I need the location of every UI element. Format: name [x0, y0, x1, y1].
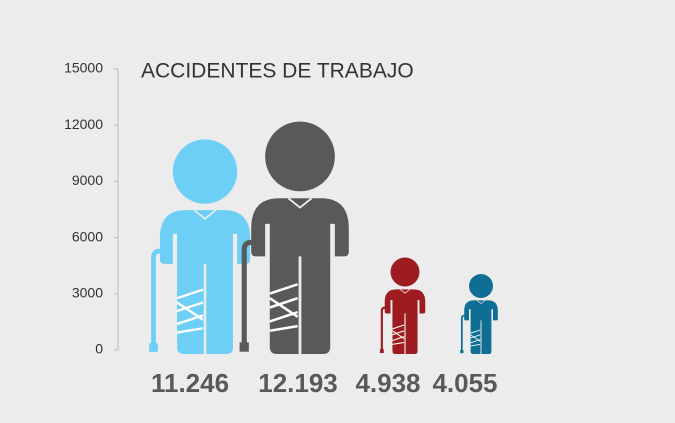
y-tick-label: 12000 — [64, 116, 103, 132]
collar — [287, 197, 313, 209]
bandage — [470, 329, 481, 347]
cane — [380, 306, 389, 351]
cane-tip — [460, 350, 464, 354]
y-tick-label: 15000 — [64, 60, 103, 76]
person-figure — [149, 139, 251, 355]
cane-tip — [149, 343, 158, 352]
bandage — [176, 288, 204, 334]
y-tick-label: 9000 — [72, 172, 103, 188]
person-figure — [379, 257, 426, 355]
bandage — [269, 283, 299, 333]
cane — [241, 239, 261, 345]
cane — [151, 248, 169, 346]
collar — [476, 300, 486, 305]
head — [265, 121, 335, 192]
y-tick-label: 0 — [95, 341, 103, 357]
person-figure — [239, 121, 349, 354]
collar — [399, 289, 411, 294]
y-tick-label: 6000 — [72, 228, 103, 244]
person-figure — [460, 274, 498, 355]
value-label: 4.055 — [432, 368, 497, 398]
value-label: 12.193 — [258, 368, 338, 398]
cane-tip — [379, 349, 384, 354]
head — [172, 139, 238, 204]
collar — [193, 209, 217, 220]
head — [469, 274, 493, 299]
chart-title: ACCIDENTES DE TRABAJO — [141, 60, 414, 83]
cane — [460, 314, 468, 351]
value-label: 11.246 — [151, 368, 229, 398]
y-tick-label: 3000 — [72, 285, 103, 301]
value-label: 4.938 — [355, 368, 420, 398]
cane-tip — [239, 342, 249, 352]
bandage — [392, 324, 405, 345]
head — [390, 257, 420, 287]
